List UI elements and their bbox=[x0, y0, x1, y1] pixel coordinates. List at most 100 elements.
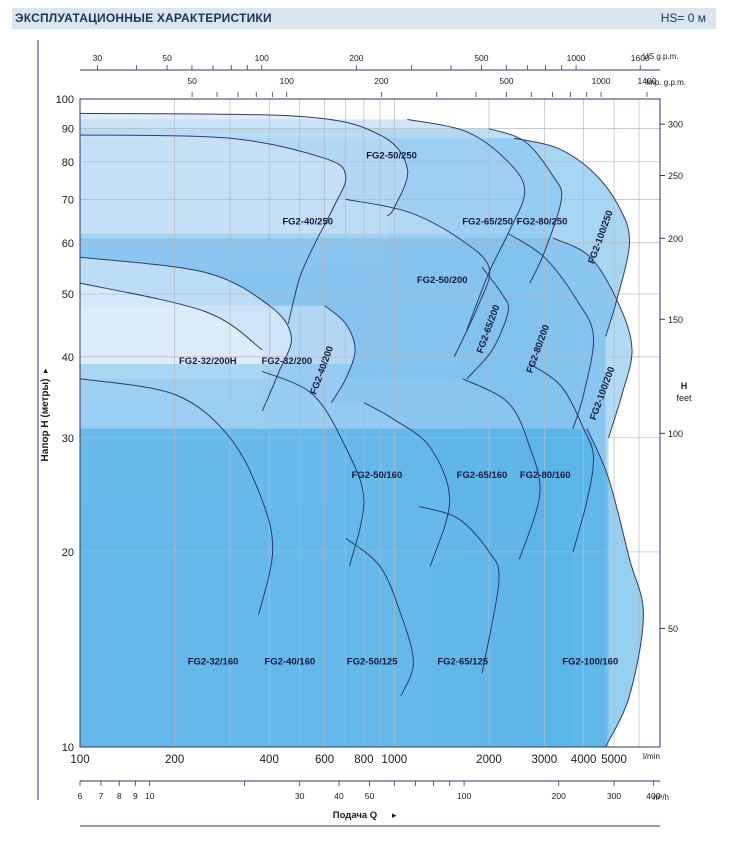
curve-label: FG2-32/200H bbox=[179, 356, 237, 367]
y-axis-arrow: ▸ bbox=[40, 368, 50, 373]
y-tick-label: 30 bbox=[62, 433, 74, 445]
feet-tick-label: 250 bbox=[668, 171, 683, 181]
curve-label: FG2-50/250 bbox=[366, 150, 417, 161]
imp-gpm-tick-label: 50 bbox=[187, 76, 197, 86]
m3h-tick-label: 200 bbox=[552, 791, 566, 801]
us-gpm-tick-label: 100 bbox=[255, 53, 269, 63]
us-gpm-tick-label: 1600 bbox=[631, 53, 650, 63]
y-tick-label: 90 bbox=[62, 124, 74, 136]
x-tick-label: 3000 bbox=[532, 754, 558, 766]
xunit-lmin: l/min bbox=[643, 752, 660, 761]
curve-label: FG2-100/160 bbox=[562, 657, 618, 668]
curve-fg2-65-160 bbox=[462, 378, 541, 560]
curve-fg2-80-200 bbox=[507, 233, 595, 429]
x-axis-arrow: ▸ bbox=[392, 810, 397, 820]
m3h-tick-label: 6 bbox=[78, 791, 83, 801]
curve-fg2-100-160 bbox=[586, 428, 644, 748]
area-fg2-100-160 bbox=[80, 428, 644, 747]
curve-label: FG2-32/200 bbox=[261, 356, 312, 367]
m3h-tick-label: 7 bbox=[99, 791, 104, 801]
m3h-tick-label: 9 bbox=[133, 791, 138, 801]
curve-fg2-32-200 bbox=[79, 282, 263, 351]
curve-fg2-40-160 bbox=[262, 370, 365, 567]
curve-label: FG2-50/125 bbox=[347, 657, 398, 668]
m3h-tick-label: 40 bbox=[334, 791, 344, 801]
feet-tick-label: 150 bbox=[668, 315, 683, 325]
m3h-tick-label: 10 bbox=[145, 791, 155, 801]
imp-gpm-tick-label: 1400 bbox=[638, 76, 657, 86]
m3h-tick-label: 30 bbox=[295, 791, 305, 801]
m3h-tick-label: 50 bbox=[365, 791, 375, 801]
curve-fg2-65-125 bbox=[419, 506, 500, 674]
x-tick-label: 100 bbox=[70, 754, 89, 766]
y-tick-label: 10 bbox=[62, 742, 74, 754]
x-tick-label: 400 bbox=[260, 754, 279, 766]
x-tick-label: 200 bbox=[165, 754, 184, 766]
curve-label: FG2-50/160 bbox=[352, 470, 403, 481]
imp-gpm-tick-label: 100 bbox=[280, 76, 294, 86]
us-gpm-tick-label: 1000 bbox=[567, 53, 586, 63]
curve-label: FG2-40/160 bbox=[264, 657, 315, 668]
curve-fg2-50-200 bbox=[345, 198, 491, 358]
axes: 10 20 30 40 50 60 70 80 90 100 50 100 150 200 250 300 10… bbox=[37, 40, 683, 827]
y-tick-label: 50 bbox=[62, 289, 74, 301]
curve-label: FG2-65/160 bbox=[457, 470, 508, 481]
feet-tick-label: 100 bbox=[668, 429, 683, 439]
feet-unit-line1: H bbox=[681, 381, 688, 391]
curve-fg2-32-200h bbox=[79, 256, 292, 412]
x-tick-label: 5000 bbox=[601, 754, 627, 766]
us-gpm-tick-label: 50 bbox=[162, 53, 172, 63]
curve-fg2-80-160 bbox=[529, 363, 595, 553]
y-tick-label: 20 bbox=[62, 547, 74, 559]
y-tick-label: 70 bbox=[62, 194, 74, 206]
m3h-tick-label: 8 bbox=[117, 791, 122, 801]
curve-fg2-65-200 bbox=[466, 266, 509, 380]
feet-tick-label: 200 bbox=[668, 234, 683, 244]
curve-fg2-50-250 bbox=[79, 112, 409, 217]
curve-fg2-40-250 bbox=[79, 134, 347, 324]
curve-fg2-50-160 bbox=[363, 402, 451, 567]
curve-areas bbox=[80, 113, 644, 747]
chart-header: ЭКСПЛУАТАЦИОННЫЕ ХАРАКТЕРИСТИКИ HS= 0 м bbox=[12, 8, 716, 29]
curve-label: FG2-40/250 bbox=[282, 217, 333, 228]
x-axis-title: Подача Q bbox=[333, 810, 377, 821]
curve-fg2-32-160 bbox=[79, 378, 274, 615]
imp-gpm-unit: Imp. g.p.m. bbox=[646, 78, 686, 87]
y-tick-label: 100 bbox=[56, 94, 74, 106]
curve-lines bbox=[79, 112, 644, 748]
feet-tick-label: 300 bbox=[668, 120, 683, 130]
us-gpm-tick-label: 200 bbox=[349, 53, 363, 63]
curve-label: FG2-65/250 bbox=[462, 217, 513, 228]
x-tick-label: 2000 bbox=[476, 754, 502, 766]
x-tick-label: 800 bbox=[354, 754, 373, 766]
curve-fg2-50-125 bbox=[345, 537, 414, 696]
m3h-tick-label: 300 bbox=[607, 791, 621, 801]
imp-gpm-tick-label: 200 bbox=[374, 76, 388, 86]
m3h-tick-label: 100 bbox=[457, 791, 471, 801]
m3h-tick-label: 400 bbox=[646, 791, 660, 801]
curve-fg2-65-250 bbox=[407, 118, 526, 331]
x-tick-label: 4000 bbox=[571, 754, 597, 766]
curve-label: FG2-80/250 bbox=[517, 217, 568, 228]
us-gpm-tick-label: 30 bbox=[93, 53, 103, 63]
feet-tick-label: 50 bbox=[668, 624, 678, 634]
y-tick-label: 60 bbox=[62, 238, 74, 250]
m3h-unit: m³/h bbox=[653, 793, 669, 802]
curve-label: FG2-50/200 bbox=[417, 275, 468, 286]
feet-unit-line2: feet bbox=[676, 393, 692, 403]
imp-gpm-tick-label: 500 bbox=[499, 76, 513, 86]
curve-fg2-100-200 bbox=[552, 237, 633, 438]
hs-value: HS= 0 м bbox=[660, 11, 706, 25]
y-tick-label: 40 bbox=[62, 352, 74, 364]
curve-label: FG2-80/160 bbox=[520, 470, 571, 481]
us-gpm-tick-label: 500 bbox=[474, 53, 488, 63]
curve-fg2-40-200 bbox=[324, 305, 356, 403]
chart-title: ЭКСПЛУАТАЦИОННЫЕ ХАРАКТЕРИСТИКИ bbox=[15, 11, 272, 25]
y-axis-title: Напор H (метры) bbox=[40, 379, 51, 462]
curve-label: FG2-32/160 bbox=[188, 657, 239, 668]
imp-gpm-tick-label: 1000 bbox=[592, 76, 611, 86]
y-tick-label: 80 bbox=[62, 157, 74, 169]
x-tick-label: 600 bbox=[315, 754, 334, 766]
us-gpm-unit: US g.p.m. bbox=[643, 52, 679, 61]
